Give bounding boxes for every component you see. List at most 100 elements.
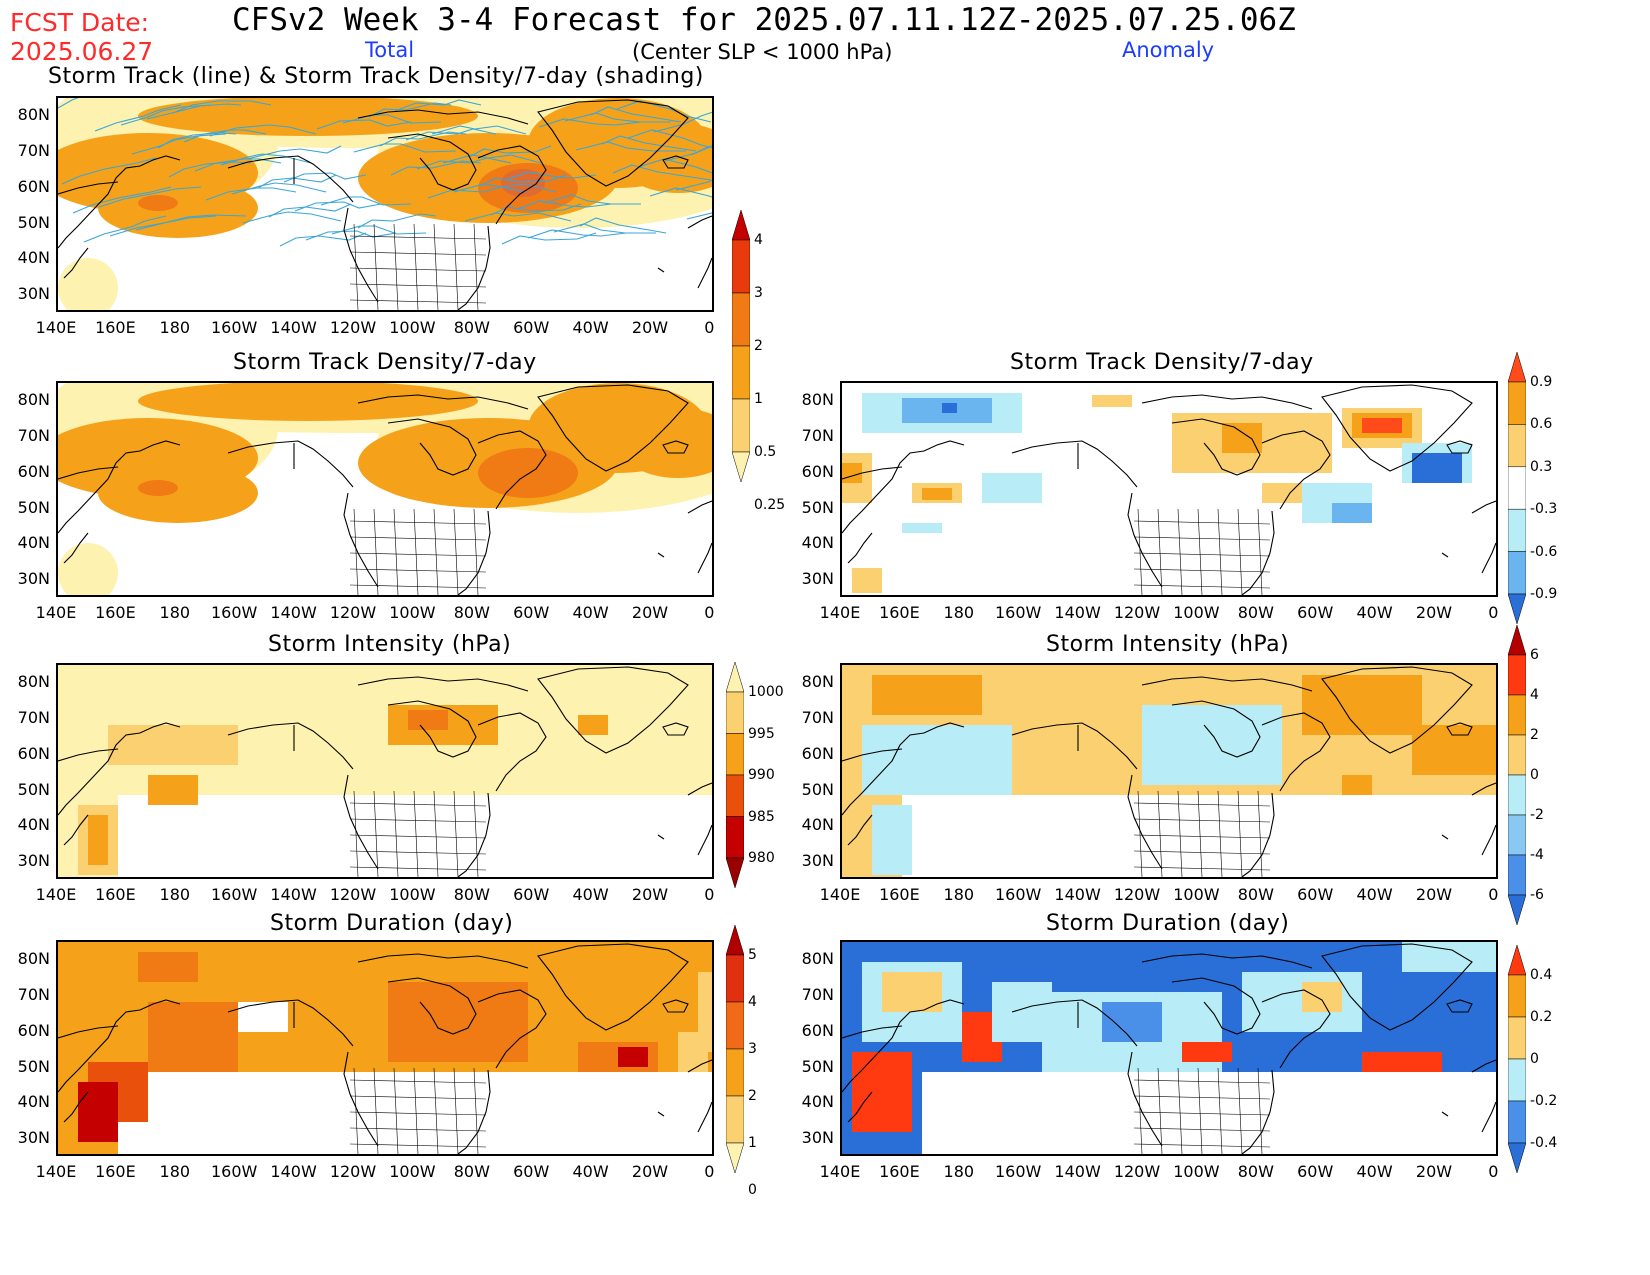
lon-tick-label: 0 — [704, 1162, 715, 1181]
lat-tick-label: 70N — [17, 141, 50, 160]
lon-tick-label: 140E — [819, 1162, 861, 1181]
colorbar-top-triangle — [731, 209, 751, 241]
colorbar-tick-label: 4 — [754, 232, 763, 248]
coastlines — [58, 384, 712, 595]
colorbar-top-triangle — [1507, 351, 1527, 383]
colorbar-top-triangle — [1507, 944, 1527, 976]
lon-tick-label: 160W — [995, 1162, 1042, 1181]
colorbar-tick-label: -0.9 — [1530, 586, 1558, 602]
lat-tick-label: 70N — [17, 985, 50, 1004]
lat-tick-label: 80N — [17, 672, 50, 691]
lat-tick-label: 70N — [801, 985, 834, 1004]
colorbar-segment — [1507, 974, 1527, 1018]
density-anomaly-map — [840, 381, 1498, 597]
colorbar-tick-label: 0.2 — [1530, 1009, 1553, 1025]
lon-tick-label: 180 — [943, 603, 975, 622]
colorbar-tick-label: 6 — [1530, 647, 1539, 663]
colorbar-tick-label: 0 — [1530, 767, 1539, 783]
subtitle: (Center SLP < 1000 hPa) — [632, 40, 893, 64]
lat-tick-label: 80N — [801, 390, 834, 409]
coastlines — [842, 943, 1496, 1154]
lon-tick-label: 160E — [879, 885, 920, 904]
lon-tick-label: 0 — [704, 318, 715, 337]
lat-tick-label: 50N — [801, 498, 834, 517]
lon-tick-label: 60W — [1297, 603, 1334, 622]
lat-tick-label: 50N — [17, 498, 50, 517]
duration-anomaly-colorbar — [1507, 944, 1527, 1174]
lon-tick-label: 80W — [453, 885, 490, 904]
lon-tick-label: 160E — [879, 1162, 920, 1181]
lon-tick-label: 160W — [995, 603, 1042, 622]
lon-tick-label: 20W — [631, 603, 669, 622]
lon-tick-label: 180 — [943, 1162, 975, 1181]
lon-tick-label: 140E — [35, 603, 77, 622]
density-total-colorbar — [731, 209, 751, 483]
colorbar-segment — [1507, 1100, 1527, 1144]
colorbar-tick-label: 980 — [748, 850, 775, 866]
lon-tick-label: 120W — [1113, 603, 1161, 622]
lon-tick-label: 140W — [1054, 885, 1101, 904]
colorbar-tick-label: 4 — [1530, 687, 1539, 703]
storm-tracks — [58, 98, 712, 247]
lon-tick-label: 140E — [819, 885, 861, 904]
duration-anom-title: Storm Duration (day) — [1046, 911, 1290, 936]
coastlines — [58, 666, 712, 877]
lon-tick-label: 160E — [879, 603, 920, 622]
lon-tick-label: 160W — [211, 318, 258, 337]
colorbar-segment — [731, 345, 751, 400]
lon-tick-label: 60W — [513, 1162, 550, 1181]
lon-tick-label: 100W — [389, 318, 436, 337]
shading — [842, 393, 1472, 593]
shading — [58, 383, 712, 595]
intensity-anomaly-colorbar — [1507, 624, 1527, 926]
coastlines — [842, 666, 1496, 877]
colorbar-tick-label: -4 — [1530, 847, 1544, 863]
page-title: CFSv2 Week 3-4 Forecast for 2025.07.11.1… — [232, 2, 1296, 38]
intensity-anomaly-map — [840, 663, 1498, 879]
lon-tick-label: 160E — [95, 1162, 136, 1181]
lon-tick-label: 80W — [1237, 1162, 1274, 1181]
lon-tick-label: 140E — [819, 603, 861, 622]
lon-tick-label: 100W — [1173, 1162, 1220, 1181]
lon-tick-label: 140W — [270, 885, 317, 904]
lon-tick-label: 20W — [631, 885, 669, 904]
colorbar-segment — [1507, 1058, 1527, 1102]
lon-tick-label: 100W — [389, 603, 436, 622]
lat-tick-label: 40N — [17, 248, 50, 267]
lon-tick-label: 0 — [704, 603, 715, 622]
colorbar-segment — [725, 1001, 745, 1050]
lon-tick-label: 0 — [1488, 603, 1499, 622]
lon-tick-label: 100W — [389, 1162, 436, 1181]
lon-tick-label: 140E — [35, 885, 77, 904]
intensity-total-colorbar — [725, 661, 745, 889]
lon-tick-label: 80W — [1237, 603, 1274, 622]
lat-tick-label: 40N — [17, 1092, 50, 1111]
colorbar-bottom-triangle — [1507, 894, 1527, 926]
lon-tick-label: 0 — [704, 885, 715, 904]
lon-tick-label: 160E — [95, 885, 136, 904]
lon-tick-label: 180 — [159, 318, 191, 337]
lon-tick-label: 80W — [453, 318, 490, 337]
lat-tick-label: 70N — [801, 708, 834, 727]
lat-tick-label: 80N — [801, 672, 834, 691]
coastlines — [842, 384, 1496, 595]
colorbar-tick-label: 2 — [1530, 727, 1539, 743]
colorbar-tick-label: 3 — [754, 285, 763, 301]
lon-tick-label: 160W — [211, 885, 258, 904]
lon-tick-label: 0 — [1488, 1162, 1499, 1181]
lat-tick-label: 30N — [801, 851, 834, 870]
lat-tick-label: 30N — [17, 569, 50, 588]
colorbar-tick-label: 0.5 — [754, 444, 777, 460]
lat-tick-label: 70N — [17, 708, 50, 727]
lon-tick-label: 160E — [95, 603, 136, 622]
colorbar-segment — [1507, 424, 1527, 468]
lon-tick-label: 100W — [389, 885, 436, 904]
lat-tick-label: 60N — [17, 177, 50, 196]
lat-tick-label: 30N — [17, 284, 50, 303]
lon-tick-label: 40W — [572, 1162, 609, 1181]
colorbar-tick-label: 3 — [748, 1041, 757, 1057]
colorbar-top-triangle — [1507, 624, 1527, 656]
shading — [58, 98, 712, 310]
density-anomaly-colorbar — [1507, 351, 1527, 625]
colorbar-tick-label: 0.3 — [1530, 458, 1553, 475]
